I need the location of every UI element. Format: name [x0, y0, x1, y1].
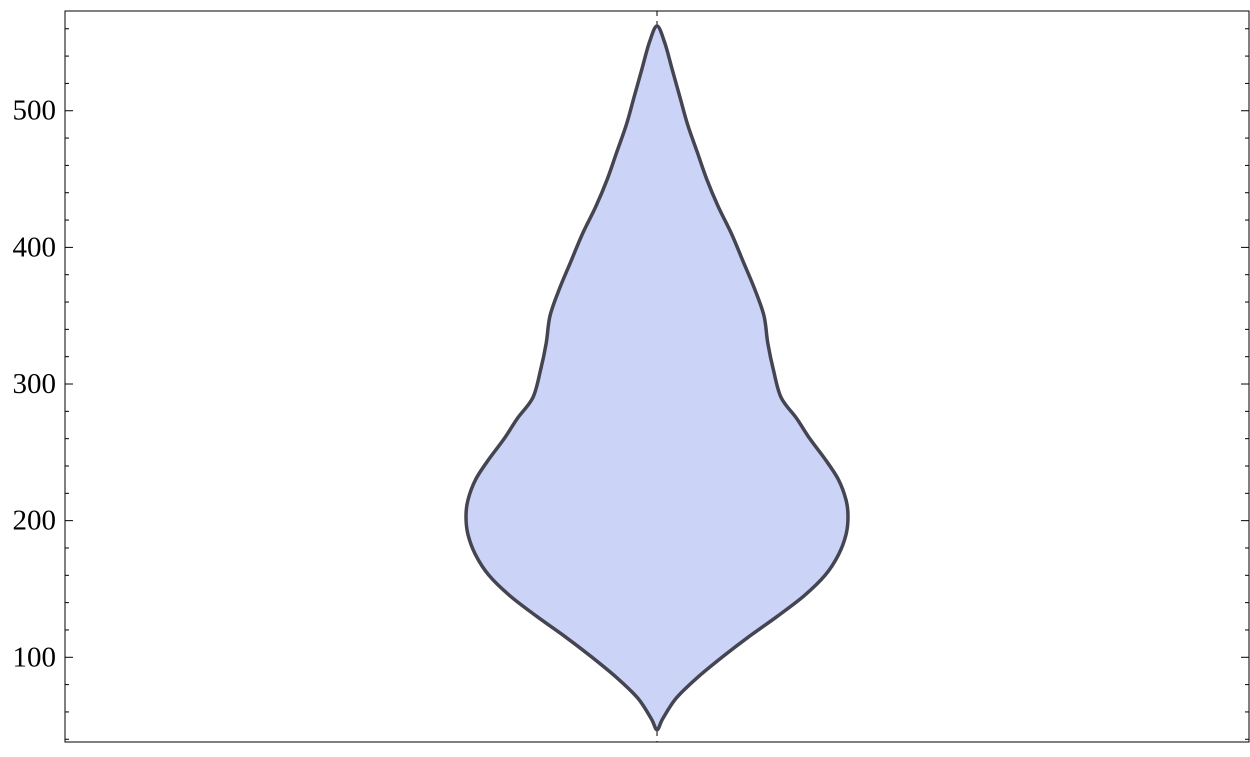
minor-ticks: [65, 28, 1249, 740]
major-ticks: [65, 110, 1249, 658]
violin-shape: [464, 24, 850, 732]
y-tick-labels: 100 200 300 400 500: [13, 95, 57, 674]
y-tick-label: 300: [13, 368, 57, 400]
y-tick-label: 500: [13, 95, 57, 127]
y-tick-label: 200: [13, 505, 57, 537]
y-tick-label: 400: [13, 231, 57, 263]
y-tick-label: 100: [13, 641, 57, 673]
